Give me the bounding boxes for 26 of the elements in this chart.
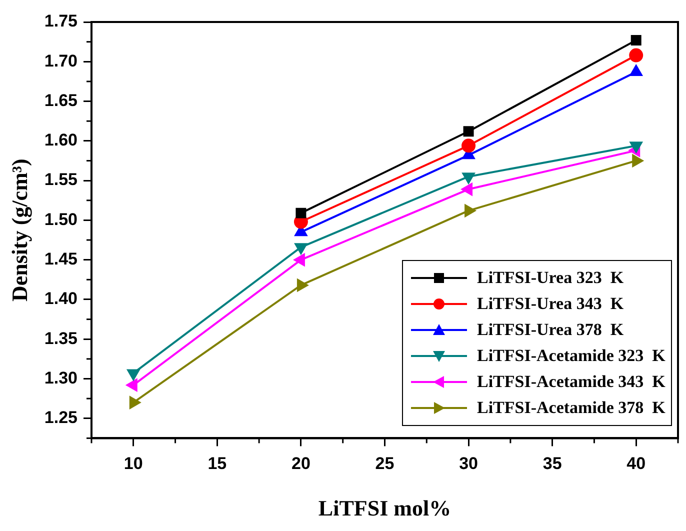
legend-label: LiTFSI-Urea 323 K (477, 268, 624, 288)
y-tick-label: 1.25 (44, 408, 78, 428)
x-axis-title: LiTFSI mol% (318, 495, 452, 520)
legend-label: LiTFSI-Acetamide 343 K (477, 372, 666, 392)
x-tick-label: 15 (208, 454, 227, 474)
legend-label: LiTFSI-Acetamide 378 K (477, 398, 666, 418)
x-tick-label: 40 (626, 454, 646, 474)
y-tick-label: 1.70 (44, 51, 78, 70)
x-tick-label: 10 (124, 454, 143, 474)
y-tick-label: 1.55 (44, 170, 78, 190)
legend-label: LiTFSI-Acetamide 323 K (477, 346, 666, 366)
x-tick-label: 30 (459, 454, 478, 474)
y-tick-label: 1.30 (44, 368, 78, 388)
y-tick-label: 1.35 (44, 328, 78, 348)
y-tick-label: 1.50 (44, 210, 78, 229)
legend-label: LiTFSI-Urea 378 K (477, 320, 624, 340)
y-tick-label: 1.65 (44, 90, 78, 110)
y-axis-title: Density (g/cm³) (6, 158, 32, 302)
x-tick-label: 20 (291, 454, 310, 474)
y-tick-label: 1.60 (44, 130, 78, 150)
y-tick-label: 1.45 (44, 250, 78, 269)
x-tick-label: 35 (542, 454, 562, 474)
y-tick-label: 1.75 (44, 12, 78, 31)
legend-label: LiTFSI-Urea 343 K (477, 294, 624, 314)
x-tick-label: 25 (375, 454, 394, 474)
y-tick-label: 1.40 (44, 289, 78, 308)
